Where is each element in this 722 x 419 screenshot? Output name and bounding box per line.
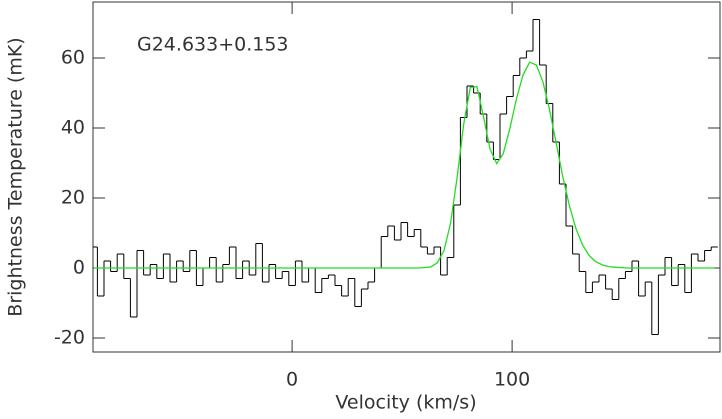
- y-tick-label: 0: [73, 257, 85, 279]
- x-tick-label: 0: [286, 369, 298, 391]
- y-tick-label: 60: [61, 47, 85, 69]
- y-tick-label: -20: [54, 327, 85, 349]
- plot-frame: [92, 1, 721, 353]
- y-tick-label: 20: [61, 187, 85, 209]
- y-tick-label: 40: [61, 117, 85, 139]
- x-tick-label: 100: [494, 369, 530, 391]
- x-axis-label: Velocity (km/s): [335, 392, 476, 414]
- fit-line: [94, 61, 715, 269]
- y-axis-label: Brightness Temperature (mK): [5, 37, 27, 316]
- annotation: G24.633+0.153: [137, 34, 289, 56]
